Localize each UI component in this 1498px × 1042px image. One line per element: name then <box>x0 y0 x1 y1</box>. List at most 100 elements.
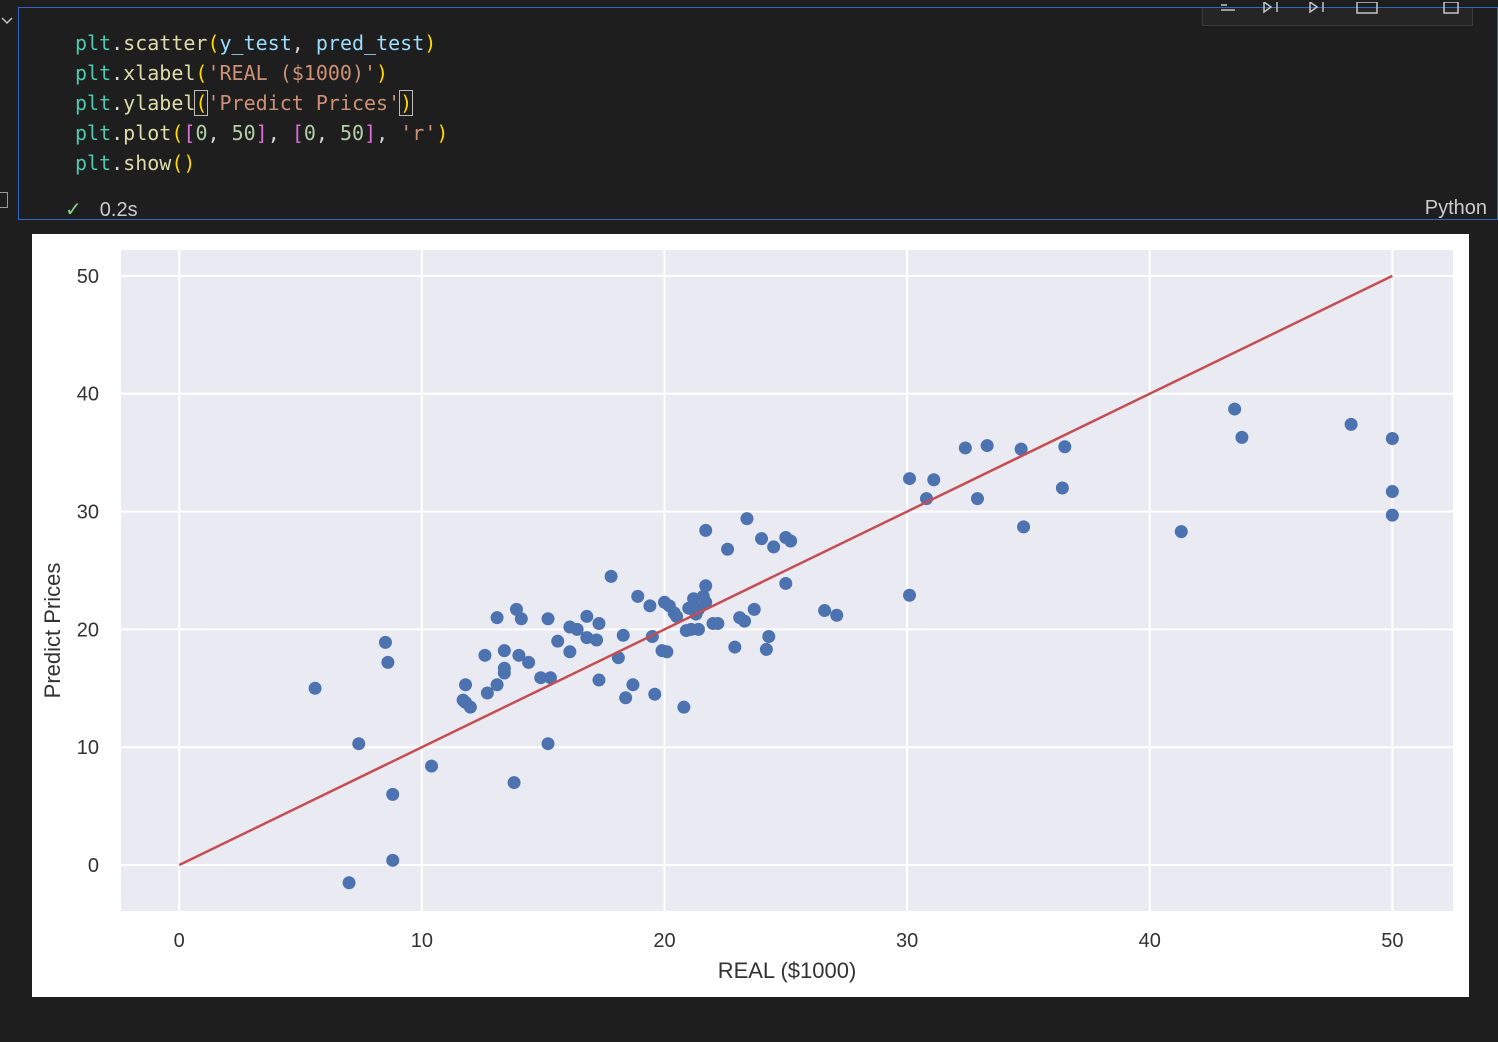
scatter-point <box>762 629 776 643</box>
scatter-point <box>1017 520 1031 534</box>
run-by-line-icon[interactable] <box>1217 2 1241 22</box>
chevron-down-icon[interactable] <box>0 14 14 28</box>
code-token: , <box>207 121 232 145</box>
scatter-chart: 0 10 20 30 40 50 0 10 20 30 40 50 REAL ($1000) Predic… <box>40 250 1453 983</box>
code-token: show <box>123 151 172 175</box>
execute-below-icon[interactable] <box>1307 2 1331 22</box>
scatter-point <box>699 595 713 609</box>
scatter-point <box>490 611 504 625</box>
scatter-point <box>699 523 713 537</box>
code-token: pred_test <box>315 31 425 55</box>
cell-focus-marker <box>0 192 8 208</box>
scatter-point <box>643 599 657 613</box>
code-editor[interactable]: plt.scatter(y_test, pred_test) plt.xlabel… <box>75 28 448 178</box>
code-token: , <box>376 121 401 145</box>
execution-status: ✓ 0.2s <box>65 197 138 222</box>
scatter-point <box>970 492 984 506</box>
x-tick-label: 30 <box>896 930 918 952</box>
split-cell-icon[interactable] <box>1355 2 1379 22</box>
scatter-point <box>728 640 742 654</box>
delete-cell-icon[interactable] <box>1439 2 1463 22</box>
scatter-point <box>1235 430 1249 444</box>
scatter-point <box>699 579 713 593</box>
scatter-point <box>308 681 322 695</box>
scatter-point <box>784 534 798 548</box>
y-tick-label: 30 <box>77 502 99 524</box>
code-token: 0 <box>303 121 316 145</box>
scatter-point <box>378 635 392 649</box>
scatter-point <box>580 631 594 645</box>
scatter-point <box>660 645 674 659</box>
code-line[interactable]: plt.xlabel('REAL ($1000)') <box>75 58 448 88</box>
y-axis-label: Predict Prices <box>40 563 65 699</box>
scatter-point <box>543 671 557 685</box>
code-token: , <box>291 31 316 55</box>
y-tick-label: 40 <box>77 384 99 406</box>
code-token: ] <box>255 121 268 145</box>
code-token: . <box>111 61 124 85</box>
scatter-point <box>1228 402 1242 416</box>
cell-output: 0 10 20 30 40 50 0 10 20 30 40 50 REAL ($1000) Predic… <box>32 234 1469 997</box>
scatter-point <box>738 614 752 628</box>
language-picker[interactable]: Python <box>1424 197 1487 219</box>
code-token: ylabel <box>123 91 196 115</box>
scatter-point <box>670 609 684 623</box>
code-line[interactable]: plt.ylabel('Predict Prices') <box>75 88 448 118</box>
x-tick-label: 40 <box>1139 930 1161 952</box>
code-token: ( <box>195 61 208 85</box>
code-token: [ <box>291 121 304 145</box>
scatter-point <box>490 678 504 692</box>
scatter-point <box>352 737 366 751</box>
reference-line <box>178 274 1393 867</box>
code-token: , <box>315 121 340 145</box>
code-line[interactable]: plt.scatter(y_test, pred_test) <box>75 28 448 58</box>
code-token: plt <box>75 61 112 85</box>
code-token: ) <box>436 121 449 145</box>
scatter-point <box>903 472 917 486</box>
scatter-point <box>818 604 832 618</box>
scatter-point <box>687 592 701 606</box>
code-token: plt <box>75 91 112 115</box>
y-tick-label: 20 <box>77 619 99 641</box>
scatter-point <box>459 678 473 692</box>
scatter-point <box>747 602 761 616</box>
x-tick-label: 10 <box>411 930 433 952</box>
scatter-point <box>551 634 565 648</box>
code-cell[interactable]: plt.scatter(y_test, pred_test) plt.xlabel… <box>18 2 1498 222</box>
code-token: ( <box>171 121 184 145</box>
scatter-point <box>512 648 526 662</box>
scatter-point <box>1055 481 1069 495</box>
scatter-point <box>386 787 400 801</box>
scatter-point <box>903 588 917 602</box>
code-token: () <box>171 151 196 175</box>
scatter-point <box>463 700 477 714</box>
scatter-point <box>604 569 618 583</box>
code-token: 'r' <box>400 121 437 145</box>
code-token: scatter <box>123 31 208 55</box>
scatter-point <box>534 671 548 685</box>
scatter-point <box>590 633 604 647</box>
execution-time: 0.2s <box>99 199 138 221</box>
x-axis-label: REAL ($1000) <box>718 958 857 983</box>
code-token: 50 <box>231 121 256 145</box>
scatter-point <box>1344 417 1358 431</box>
code-line[interactable]: plt.show() <box>75 148 448 178</box>
code-line[interactable]: plt.plot([0, 50], [0, 50], 'r') <box>75 118 448 148</box>
execute-above-icon[interactable] <box>1261 2 1285 22</box>
scatter-point <box>740 512 754 526</box>
y-tick-label: 50 <box>77 266 99 288</box>
scatter-point <box>1014 442 1028 456</box>
code-token: . <box>111 91 124 115</box>
scatter-point <box>541 612 555 626</box>
scatter-point <box>626 678 640 692</box>
scatter-point <box>619 691 633 705</box>
scatter-point <box>980 439 994 453</box>
code-token: 'Predict Prices' <box>207 91 401 115</box>
scatter-point <box>830 608 844 622</box>
cell-toolbar <box>1202 2 1473 26</box>
code-token: y_test <box>219 31 292 55</box>
scatter-point <box>541 737 555 751</box>
scatter-point <box>507 776 521 790</box>
scatter-point <box>478 648 492 662</box>
scatter-point <box>514 612 528 626</box>
